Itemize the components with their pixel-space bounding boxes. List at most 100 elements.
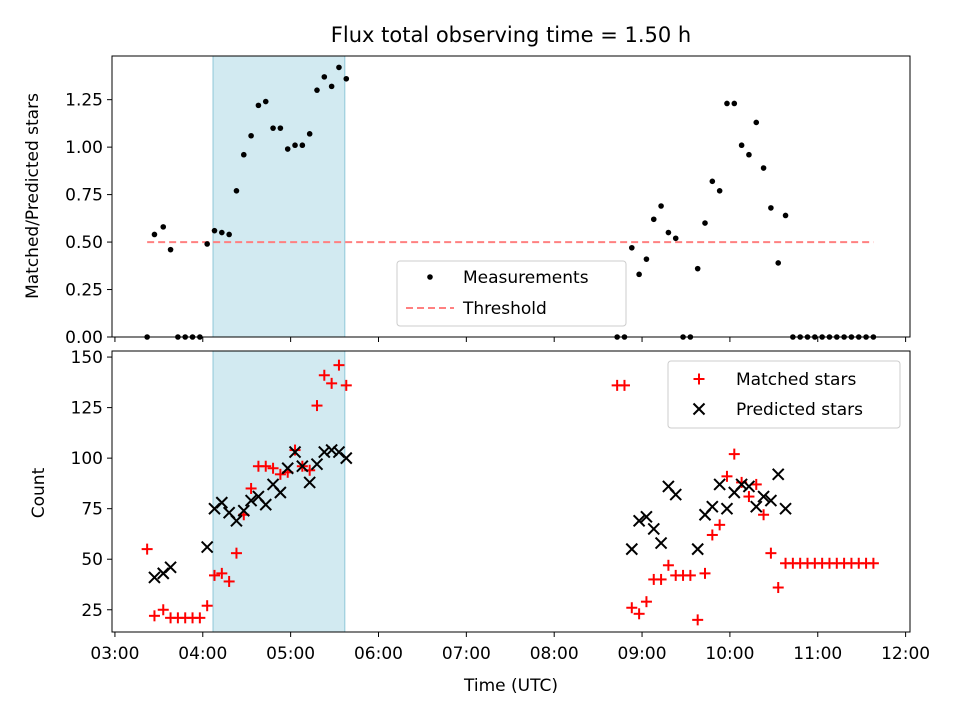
matched-star-point	[289, 444, 301, 456]
bottom-points-layer	[141, 359, 879, 626]
measurement-point	[277, 125, 284, 131]
predicted-star-point	[654, 536, 668, 550]
y-tick-label: 125	[71, 399, 103, 419]
y-tick-label: 150	[71, 348, 103, 368]
predicted-star-point	[779, 502, 792, 515]
predicted-star-point	[742, 480, 756, 493]
measurement-point	[306, 131, 313, 137]
measurement-point	[643, 256, 650, 262]
top-plot-frame	[111, 55, 911, 338]
matched-star-point	[618, 379, 630, 391]
matched-star-point	[699, 567, 711, 579]
measurement-point	[709, 178, 716, 185]
measurement-point	[219, 229, 225, 236]
matched-star-point	[772, 582, 784, 594]
measurement-point	[650, 216, 657, 223]
measurement-point	[665, 229, 672, 236]
legend-predicted-x	[692, 402, 706, 416]
predicted-star-point	[706, 500, 719, 513]
predicted-star-point	[230, 514, 243, 528]
bottom-x-ticks: 03:00 04:00 05:00 06:00 07:00 08:00 09:00 10:00…	[90, 632, 930, 664]
predicted-star-point	[772, 468, 785, 481]
matched-star-point	[318, 369, 330, 381]
matched-star-point	[216, 567, 228, 579]
legend-matched-marker	[693, 373, 705, 385]
chart-title: Flux total observing time = 1.50 h	[331, 23, 691, 47]
matched-star-point	[633, 608, 645, 620]
matched-star-point	[706, 529, 718, 541]
matched-star-point	[274, 468, 286, 480]
predicted-star-point	[625, 542, 639, 556]
predicted-star-point	[735, 478, 748, 491]
predicted-star-point	[215, 496, 229, 509]
matched-star-point	[148, 610, 160, 622]
x-tick-label: 10:00	[705, 644, 754, 664]
measurement-point	[782, 212, 789, 219]
measurement-point	[160, 224, 167, 230]
measurement-point	[672, 235, 679, 242]
top-legend-box	[396, 260, 627, 327]
measurement-point	[724, 100, 730, 107]
matched-star-point	[655, 573, 667, 585]
measurement-point	[233, 188, 240, 194]
matched-star-point	[626, 602, 638, 614]
predicted-star-point	[750, 500, 763, 513]
measurement-point	[204, 241, 210, 247]
predicted-star-point	[200, 540, 214, 554]
measurement-point	[314, 87, 320, 93]
measurement-point	[702, 220, 708, 226]
measurement-point	[768, 205, 774, 211]
x-tick-label: 09:00	[618, 644, 667, 664]
y-tick-label: 75	[81, 500, 103, 520]
measurement-point	[694, 265, 701, 272]
matched-star-point	[684, 569, 696, 581]
predicted-star-point	[244, 494, 258, 507]
matched-star-point	[267, 462, 279, 474]
top-panel: 0.00 0.25 0.50 0.75 1.00 1.25 Flux total obse…	[23, 23, 911, 348]
y-tick-label: 1.00	[65, 138, 103, 158]
predicted-star-point	[669, 488, 682, 501]
predicted-star-point	[713, 478, 726, 491]
bottom-legend-box	[667, 360, 901, 429]
predicted-star-point	[288, 445, 302, 459]
matched-star-point	[245, 482, 257, 494]
legend-predicted-label: Predicted stars	[736, 400, 863, 420]
matched-star-point	[758, 509, 770, 521]
matched-star-point	[333, 359, 345, 371]
predicted-star-point	[647, 522, 660, 536]
measurement-point	[628, 244, 635, 251]
matched-star-point	[721, 470, 733, 482]
legend-matched-label: Matched stars	[736, 370, 856, 390]
x-tick-label: 04:00	[178, 644, 227, 664]
top-y-ticks: 0.00 0.25 0.50 0.75 1.00 1.25	[65, 91, 112, 348]
predicted-star-point	[281, 462, 294, 475]
measurement-point	[292, 142, 298, 149]
matched-star-point	[340, 379, 352, 391]
legend-predicted-marker	[692, 402, 706, 416]
measurement-point	[270, 125, 276, 131]
top-y-axis-label: Matched/Predicted stars	[23, 93, 43, 299]
matched-star-point	[714, 519, 726, 531]
x-tick-label: 05:00	[266, 644, 315, 664]
matched-star-point	[311, 400, 323, 412]
measurement-point	[775, 260, 782, 266]
legend-matched-plus	[693, 373, 705, 385]
measurement-point	[284, 146, 291, 152]
measurement-point	[299, 142, 306, 149]
predicted-star-point	[720, 502, 734, 515]
top-shaded-span	[212, 55, 346, 338]
matched-star-point	[765, 547, 777, 559]
top-points-layer	[144, 64, 877, 340]
measurement-point	[248, 132, 254, 139]
predicted-star-point	[764, 494, 778, 507]
x-tick-label: 11:00	[793, 644, 842, 664]
measurement-point	[746, 151, 752, 158]
predicted-star-point	[164, 561, 177, 574]
measurement-point	[211, 227, 218, 234]
matched-star-point	[867, 557, 879, 569]
y-tick-label: 25	[81, 601, 103, 621]
matched-star-point	[194, 612, 206, 624]
predicted-star-point	[303, 476, 316, 489]
legend-threshold-label: Threshold	[462, 299, 547, 319]
